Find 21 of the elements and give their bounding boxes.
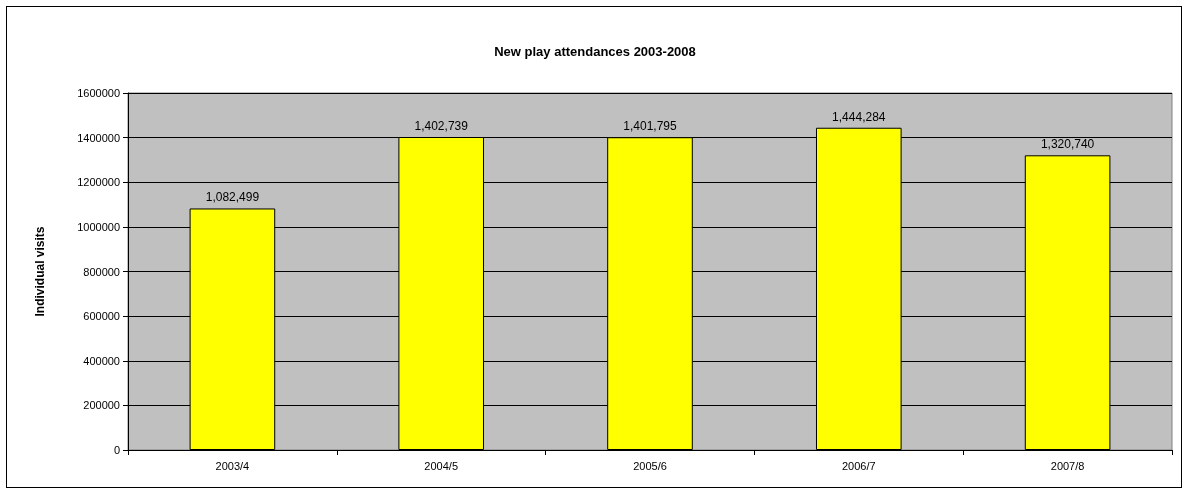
y-tick-label: 800000 [83, 265, 120, 278]
x-tick-label: 2004/5 [424, 459, 459, 472]
y-tick-label: 1200000 [77, 176, 120, 189]
data-label: 1,082,499 [205, 190, 260, 205]
y-tick-label: 0 [113, 444, 120, 456]
y-tick-label: 1000000 [77, 220, 120, 233]
x-tick-label: 2006/7 [841, 459, 876, 472]
x-tick-label: 2003/4 [215, 459, 250, 472]
y-tick-label: 600000 [83, 310, 120, 323]
y-axis-title: Individual visits [33, 226, 47, 317]
data-label: 1,444,284 [832, 109, 886, 124]
y-tick-label: 1400000 [77, 131, 120, 144]
x-tick-label: 2007/8 [1050, 459, 1085, 472]
data-label: 1,401,795 [623, 119, 678, 134]
x-tick-label: 2005/6 [633, 459, 667, 472]
data-label: 1,320,740 [1040, 137, 1095, 152]
y-tick-label: 400000 [83, 354, 120, 367]
chart-title: New play attendances 2003-2008 [494, 44, 696, 59]
y-tick-label: 200000 [83, 399, 120, 412]
data-label: 1,402,739 [414, 119, 469, 134]
y-tick-label: 1600000 [77, 87, 120, 99]
